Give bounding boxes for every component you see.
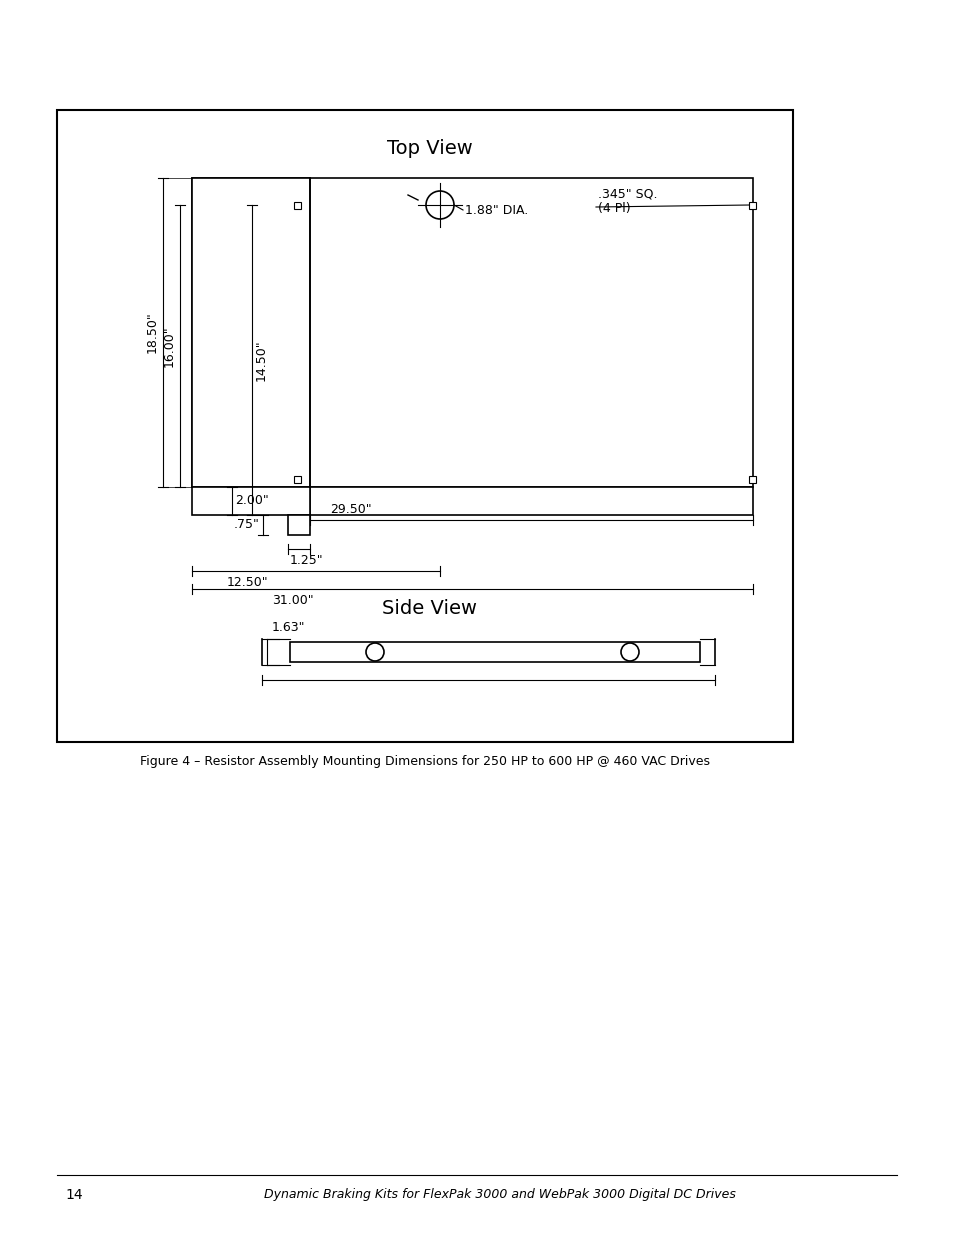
Text: Figure 4 – Resistor Assembly Mounting Dimensions for 250 HP to 600 HP @ 460 VAC : Figure 4 – Resistor Assembly Mounting Di… bbox=[140, 756, 709, 768]
Text: (4 Pl): (4 Pl) bbox=[598, 203, 630, 215]
Text: 14: 14 bbox=[65, 1188, 83, 1202]
Text: 12.50": 12.50" bbox=[227, 576, 269, 589]
Bar bbox=[192, 178, 752, 487]
Text: 1.88" DIA.: 1.88" DIA. bbox=[464, 204, 528, 216]
Text: 29.50": 29.50" bbox=[330, 503, 372, 516]
Text: .345" SQ.: .345" SQ. bbox=[598, 186, 657, 200]
Text: 18.50": 18.50" bbox=[146, 311, 159, 353]
Bar bbox=[749, 475, 756, 483]
Text: 1.63": 1.63" bbox=[272, 621, 305, 634]
Bar bbox=[57, 110, 792, 742]
Text: 14.50": 14.50" bbox=[254, 340, 268, 380]
Text: 31.00": 31.00" bbox=[272, 594, 314, 606]
Bar bbox=[290, 642, 700, 662]
Bar bbox=[192, 178, 310, 487]
Bar bbox=[749, 201, 756, 209]
Text: 2.00": 2.00" bbox=[234, 494, 269, 508]
Bar bbox=[310, 487, 752, 515]
Text: 16.00": 16.00" bbox=[163, 325, 175, 367]
Text: Dynamic Braking Kits for FlexPak 3000 and WebPak 3000 Digital DC Drives: Dynamic Braking Kits for FlexPak 3000 an… bbox=[264, 1188, 735, 1202]
Text: .75": .75" bbox=[233, 519, 260, 531]
Bar bbox=[294, 201, 301, 209]
Text: Side View: Side View bbox=[382, 599, 477, 618]
Bar bbox=[288, 515, 310, 535]
Bar bbox=[294, 475, 301, 483]
Bar bbox=[192, 487, 310, 515]
Text: Top View: Top View bbox=[387, 138, 473, 158]
Text: 1.25": 1.25" bbox=[290, 555, 323, 567]
